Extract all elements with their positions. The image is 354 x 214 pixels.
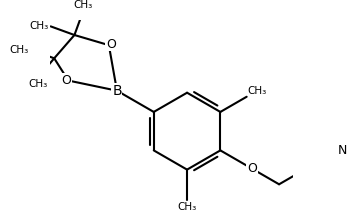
Text: O: O [247,162,257,175]
Text: N: N [338,144,348,158]
Text: CH₃: CH₃ [29,21,48,31]
Text: B: B [112,84,122,98]
Text: CH₃: CH₃ [28,79,47,89]
Text: CH₃: CH₃ [248,86,267,96]
Text: CH₃: CH₃ [9,45,28,55]
Text: CH₃: CH₃ [177,202,197,212]
Text: CH₃: CH₃ [74,0,93,10]
Text: O: O [106,38,116,51]
Text: O: O [61,74,71,87]
